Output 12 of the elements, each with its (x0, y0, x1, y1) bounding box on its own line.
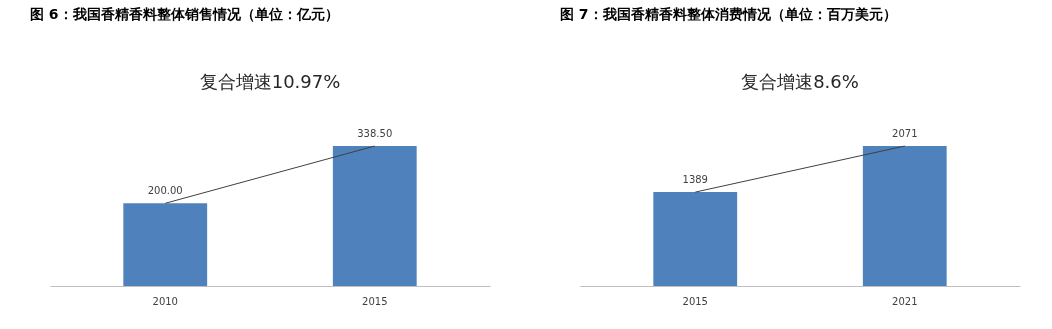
x-tick-label: 2015 (682, 295, 708, 307)
x-tick-label: 2010 (152, 295, 178, 307)
chart-subtitle: 复合增速8.6% (741, 71, 859, 92)
data-label: 1389 (682, 174, 708, 186)
x-tick-label: 2021 (892, 295, 918, 307)
x-tick-label: 2015 (362, 295, 388, 307)
chart-title: 图 7：我国香精香料整体消费情况（单位：百万美元） (560, 6, 897, 22)
data-label: 338.50 (357, 128, 393, 139)
data-label: 200.00 (147, 185, 183, 197)
chart-subtitle: 复合增速10.97% (199, 71, 341, 92)
chart-title: 图 6：我国香精香料整体销售情况（单位：亿元） (30, 6, 339, 22)
data-label: 2071 (892, 128, 918, 139)
